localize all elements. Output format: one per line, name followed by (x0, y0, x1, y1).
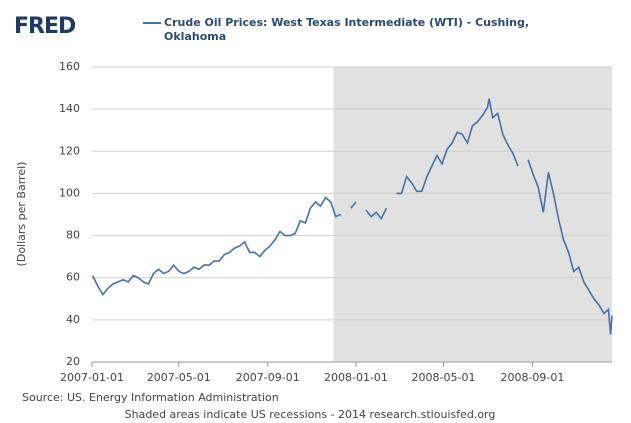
x-tick-label: 2008-09-01 (500, 371, 564, 384)
recession-shading (333, 67, 612, 362)
chart-title: Crude Oil Prices: West Texas Intermediat… (164, 16, 530, 43)
footnote: Shaded areas indicate US recessions - 20… (125, 408, 496, 421)
x-tick-label: 2007-01-01 (60, 371, 124, 384)
x-tick-label: 2008-05-01 (412, 371, 476, 384)
y-tick-label: 140 (59, 102, 80, 115)
y-tick-label: 20 (66, 355, 80, 368)
data-line (91, 98, 613, 335)
y-tick-label: 120 (59, 144, 80, 157)
logo: FRED (14, 14, 76, 39)
source: Source: US. Energy Information Administr… (22, 391, 279, 404)
y-tick-label: 40 (66, 313, 80, 326)
y-axis-label: (Dollars per Barrel) (15, 162, 28, 267)
x-tick-label: 2008-01-01 (324, 371, 388, 384)
y-tick-label: 60 (66, 271, 80, 284)
x-tick-label: 2007-09-01 (236, 371, 300, 384)
y-tick-label: 160 (59, 60, 80, 73)
legend-swatch (143, 22, 161, 24)
x-tick-label: 2007-05-01 (147, 371, 211, 384)
y-tick-label: 80 (66, 229, 80, 242)
y-tick-label: 100 (59, 186, 80, 199)
